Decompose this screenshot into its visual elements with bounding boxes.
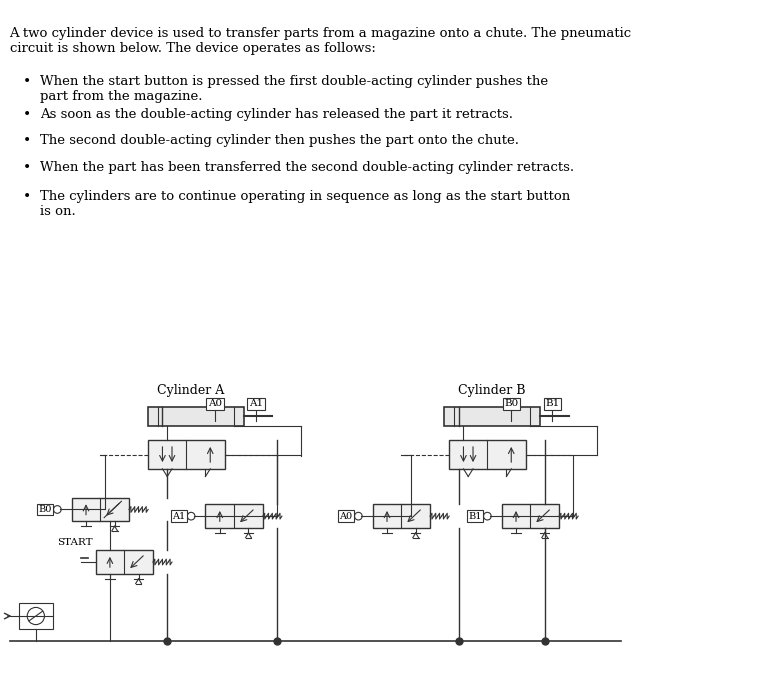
Text: A two cylinder device is used to transfer parts from a magazine onto a chute. Th: A two cylinder device is used to transfe… bbox=[9, 28, 631, 55]
Bar bbox=[72, 497, 129, 522]
Text: The cylinders are to continue operating in sequence as long as the start button
: The cylinders are to continue operating … bbox=[40, 190, 571, 218]
Text: •: • bbox=[22, 161, 31, 175]
Text: As soon as the double-acting cylinder has released the part it retracts.: As soon as the double-acting cylinder ha… bbox=[40, 108, 513, 120]
Text: START: START bbox=[57, 538, 93, 547]
Text: A1: A1 bbox=[249, 399, 263, 409]
Text: •: • bbox=[22, 108, 31, 122]
Text: A0: A0 bbox=[339, 511, 352, 521]
Text: •: • bbox=[22, 135, 31, 148]
Bar bbox=[502, 504, 559, 528]
Bar bbox=[444, 406, 540, 426]
Bar bbox=[148, 440, 224, 469]
Bar bbox=[148, 406, 244, 426]
Text: A0: A0 bbox=[208, 399, 222, 409]
Text: When the part has been transferred the second double-acting cylinder retracts.: When the part has been transferred the s… bbox=[40, 161, 574, 174]
Text: B1: B1 bbox=[545, 399, 560, 409]
Text: The second double-acting cylinder then pushes the part onto the chute.: The second double-acting cylinder then p… bbox=[40, 135, 519, 147]
Bar bbox=[19, 602, 52, 629]
Text: •: • bbox=[22, 75, 31, 89]
Bar bbox=[372, 504, 430, 528]
Text: •: • bbox=[22, 190, 31, 204]
Text: Cylinder A: Cylinder A bbox=[157, 384, 224, 397]
Text: B1: B1 bbox=[468, 511, 482, 521]
Bar bbox=[449, 440, 526, 469]
Bar bbox=[96, 550, 153, 574]
Text: B0: B0 bbox=[504, 399, 518, 409]
Bar bbox=[205, 504, 263, 528]
Text: When the start button is pressed the first double-acting cylinder pushes the
par: When the start button is pressed the fir… bbox=[40, 75, 548, 103]
Text: B0: B0 bbox=[39, 505, 52, 514]
Text: Cylinder B: Cylinder B bbox=[459, 384, 526, 397]
Text: A1: A1 bbox=[172, 511, 185, 521]
